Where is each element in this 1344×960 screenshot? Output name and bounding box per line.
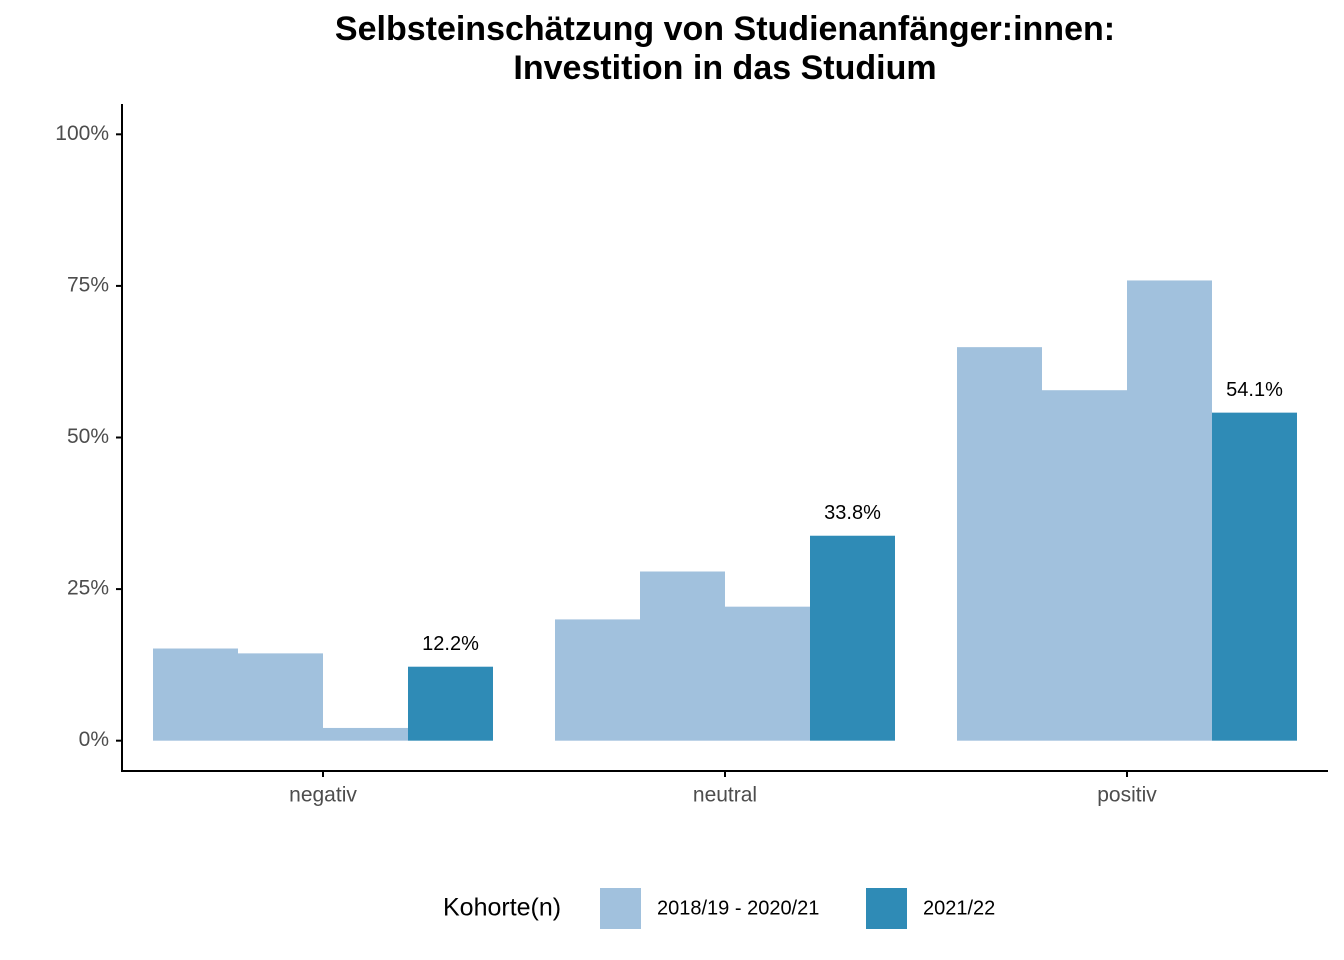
y-tick-label: 100% xyxy=(55,122,109,145)
bar xyxy=(1212,412,1297,741)
legend-label: 2021/22 xyxy=(923,897,995,919)
bar xyxy=(153,648,238,741)
data-label: 12.2% xyxy=(422,633,479,655)
x-tick-label: neutral xyxy=(693,784,757,807)
data-label: 33.8% xyxy=(824,502,881,524)
bar xyxy=(1042,390,1127,741)
bar xyxy=(1127,280,1212,741)
y-tick-label: 50% xyxy=(67,425,109,448)
bar xyxy=(238,653,323,741)
x-tick-label: positiv xyxy=(1097,784,1157,807)
legend-key xyxy=(600,888,641,929)
bar xyxy=(810,535,895,741)
legend-label: 2018/19 - 2020/21 xyxy=(657,897,819,919)
x-tick-label: negativ xyxy=(289,784,357,807)
bar xyxy=(640,571,725,741)
y-tick-label: 25% xyxy=(67,577,109,600)
bar xyxy=(725,606,810,741)
bar xyxy=(323,727,408,741)
chart-subtitle: Investition in das Studium xyxy=(513,49,936,87)
legend-title: Kohorte(n) xyxy=(443,894,561,922)
bar xyxy=(555,619,640,741)
bar xyxy=(408,666,493,741)
y-tick-label: 0% xyxy=(79,728,109,751)
chart-title: Selbsteinschätzung von Studienanfänger:i… xyxy=(335,10,1115,48)
legend-key xyxy=(866,888,907,929)
bar xyxy=(957,347,1042,741)
data-label: 54.1% xyxy=(1226,379,1283,401)
y-tick-label: 75% xyxy=(67,273,109,296)
